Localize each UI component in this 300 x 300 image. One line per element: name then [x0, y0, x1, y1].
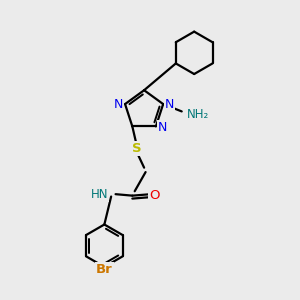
Text: S: S — [132, 142, 142, 155]
Text: N: N — [165, 98, 174, 111]
Text: N: N — [158, 121, 167, 134]
Text: O: O — [149, 189, 160, 202]
Text: NH₂: NH₂ — [187, 108, 209, 121]
Text: Br: Br — [96, 263, 113, 276]
Text: HN: HN — [91, 188, 108, 201]
Text: N: N — [114, 98, 123, 111]
